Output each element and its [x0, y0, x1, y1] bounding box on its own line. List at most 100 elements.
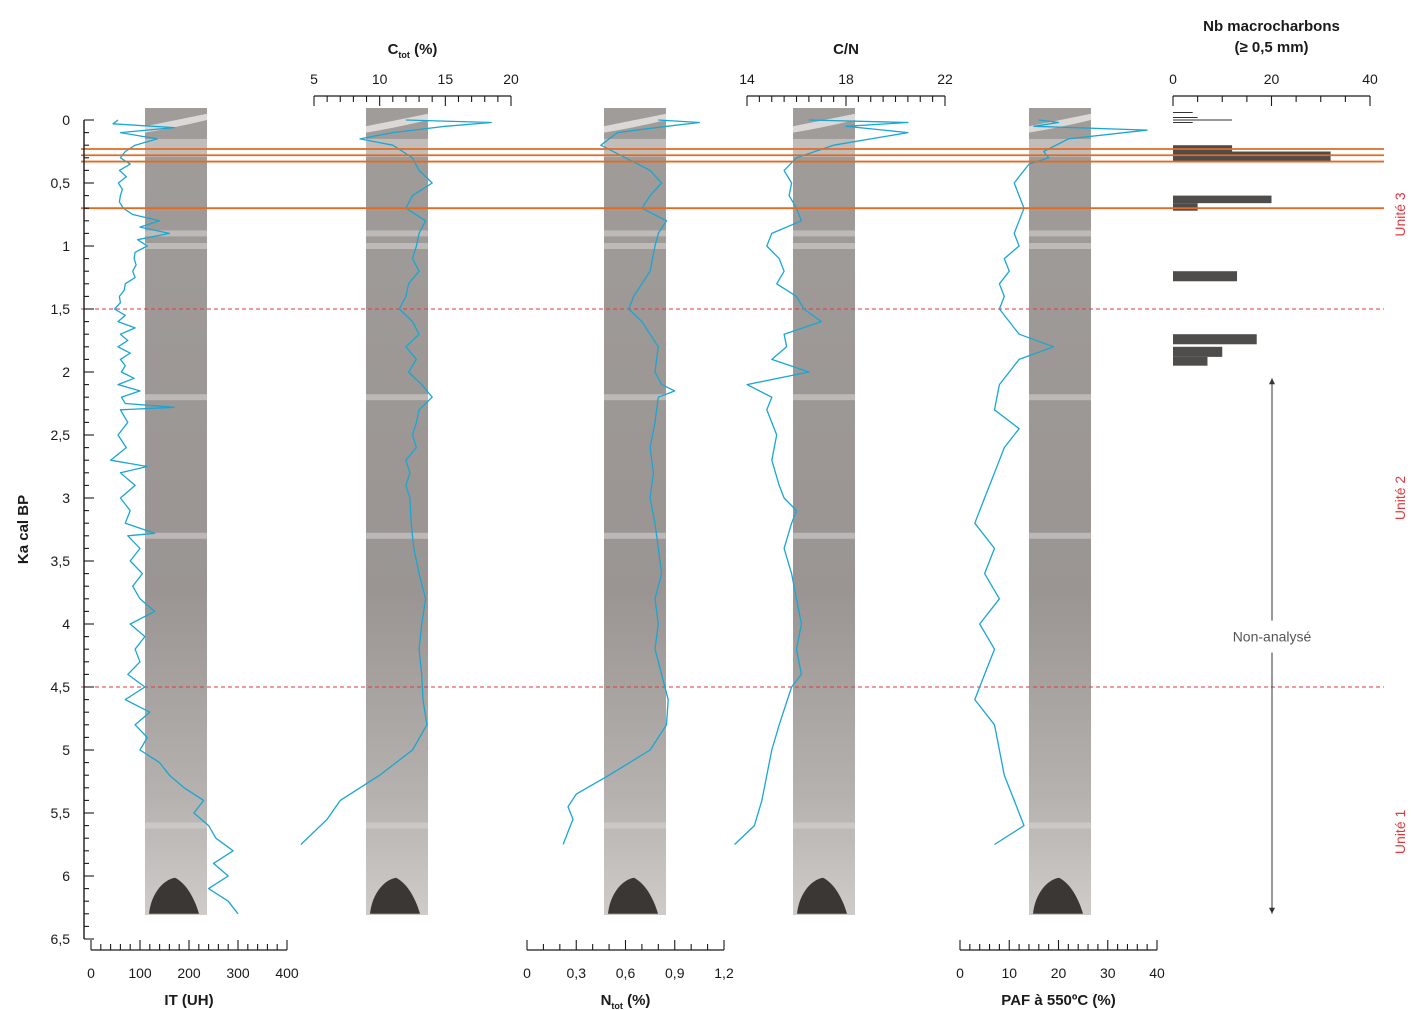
x-tick-label-ctot: 5: [310, 71, 318, 87]
x-tick-label-ntot: 0,6: [616, 965, 636, 981]
core-lamina: [1029, 394, 1091, 400]
x-tick-label-it: 0: [87, 965, 95, 981]
core-lamina: [1029, 139, 1091, 157]
core-body: [145, 108, 207, 915]
y-tick-label: 1,5: [51, 301, 71, 317]
y-tick-label: 4: [62, 616, 70, 632]
x-tick-label-paf: 20: [1051, 965, 1067, 981]
macrocharcoal-bar: [1173, 347, 1222, 357]
axis-title-cn: C/N: [833, 41, 859, 58]
y-tick-label: 1: [62, 238, 70, 254]
x-tick-label-it: 200: [177, 965, 201, 981]
x-tick-label-ntot: 0,3: [567, 965, 587, 981]
y-tick-label: 5: [62, 742, 70, 758]
x-tick-label-paf: 40: [1149, 965, 1165, 981]
x-tick-label-macro: 20: [1264, 71, 1280, 87]
axis-title-it: IT (UH): [164, 992, 213, 1009]
y-tick-label: 2: [62, 364, 70, 380]
x-tick-label-ctot: 15: [438, 71, 454, 87]
y-axis-title: Ka cal BP: [15, 495, 32, 564]
x-tick-label-it: 300: [226, 965, 250, 981]
core-lamina: [793, 230, 855, 236]
core-image-ctot: [366, 108, 428, 915]
macrocharcoal-bar: [1173, 203, 1198, 211]
x-tick-label-paf: 0: [956, 965, 964, 981]
x-tick-label-ntot: 1,2: [714, 965, 734, 981]
macrocharcoal-panel: [1173, 112, 1331, 913]
x-tick-label-cn: 22: [937, 71, 953, 87]
labels: Non-analysé 0 0,5 1 1,5 2 2,5 3 3,5 4 4,5 5 5,5 6 6,5 K…: [15, 18, 1408, 1010]
arrow-head-up: [1269, 378, 1275, 384]
core-image-ntot: [604, 108, 666, 915]
core-lamina: [366, 533, 428, 539]
axis-title-paf: PAF à 550ºC (%): [1001, 992, 1115, 1009]
macrocharcoal-bar: [1173, 271, 1237, 281]
core-body: [1029, 108, 1091, 915]
core-images: [145, 108, 1091, 915]
core-lamina: [604, 230, 666, 236]
y-tick-label: 6: [62, 868, 70, 884]
core-lamina: [1029, 823, 1091, 829]
core-lamina: [1029, 533, 1091, 539]
x-tick-label-ctot: 10: [372, 71, 388, 87]
macrocharcoal-bar: [1173, 152, 1331, 162]
x-tick-label-macro: 40: [1362, 71, 1378, 87]
x-tick-label-it: 400: [275, 965, 299, 981]
core-lamina: [366, 823, 428, 829]
y-tick-label: 4,5: [51, 679, 71, 695]
x-tick-label-paf: 10: [1001, 965, 1017, 981]
macrocharcoal-bar: [1173, 357, 1207, 366]
y-tick-label: 0,5: [51, 175, 71, 191]
core-lamina: [604, 394, 666, 400]
core-image-it: [145, 108, 207, 915]
core-body: [793, 108, 855, 915]
x-tick-label-it: 100: [128, 965, 152, 981]
x-tick-label-macro: 0: [1169, 71, 1177, 87]
core-lamina: [1029, 243, 1091, 249]
macrocharcoal-bar: [1173, 196, 1272, 204]
y-tick-label: 6,5: [51, 931, 71, 947]
core-lamina: [793, 823, 855, 829]
core-image-paf: [1029, 108, 1091, 915]
core-lamina: [793, 394, 855, 400]
x-tick-label-cn: 18: [838, 71, 854, 87]
x-tick-label-ntot: 0,9: [665, 965, 685, 981]
axes: [84, 96, 1370, 950]
core-body: [366, 108, 428, 915]
not-analysed-label: Non-analysé: [1233, 629, 1312, 645]
core-lamina: [366, 243, 428, 249]
y-tick-label: 2,5: [51, 427, 71, 443]
core-lamina: [145, 139, 207, 157]
core-lamina: [145, 823, 207, 829]
arrow-head-down: [1269, 908, 1275, 914]
core-lamina: [793, 533, 855, 539]
macrocharcoal-bar: [1173, 334, 1257, 344]
y-tick-label: 3: [62, 490, 70, 506]
unit-label: Unité 1: [1392, 810, 1408, 855]
macrocharcoal-title: Nb macrocharbons: [1203, 18, 1340, 35]
core-lamina: [145, 394, 207, 400]
unit-label: Unité 3: [1392, 192, 1408, 237]
core-lamina: [604, 823, 666, 829]
x-tick-label-paf: 30: [1100, 965, 1116, 981]
axis-title-ntot: Ntot (%): [601, 992, 651, 1010]
core-body: [604, 108, 666, 915]
axis-title-ctot: Ctot (%): [388, 41, 438, 60]
core-lamina: [1029, 230, 1091, 236]
unit-label: Unité 2: [1392, 476, 1408, 521]
core-lamina: [366, 394, 428, 400]
x-tick-label-ntot: 0: [523, 965, 531, 981]
core-lamina: [145, 243, 207, 249]
y-tick-label: 3,5: [51, 553, 71, 569]
core-lamina: [604, 139, 666, 157]
core-lamina: [793, 243, 855, 249]
x-tick-label-ctot: 20: [503, 71, 519, 87]
x-tick-label-cn: 14: [739, 71, 755, 87]
core-lamina: [145, 230, 207, 236]
y-tick-label: 5,5: [51, 805, 71, 821]
y-tick-label: 0: [62, 112, 70, 128]
macrocharcoal-subtitle: (≥ 0,5 mm): [1234, 39, 1308, 56]
core-lamina: [604, 243, 666, 249]
core-image-cn: [793, 108, 855, 915]
